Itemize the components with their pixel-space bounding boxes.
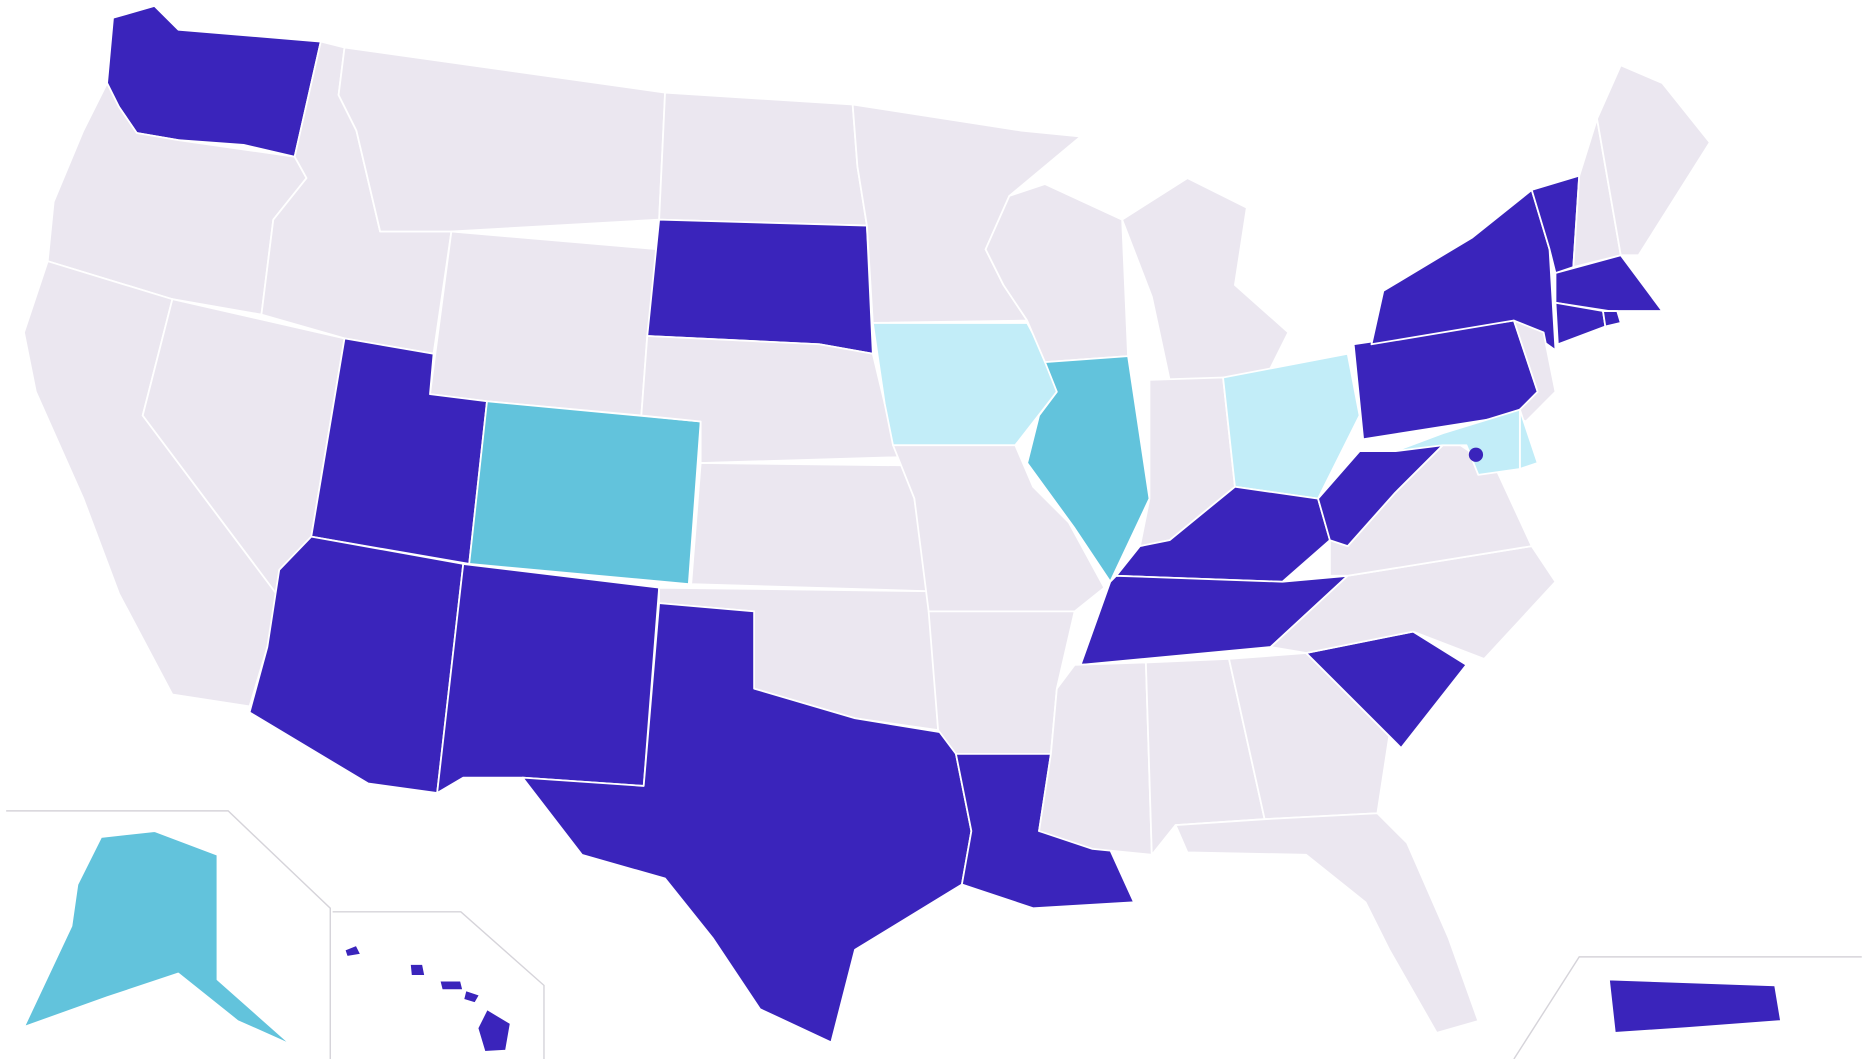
- region: [1121, 177, 1290, 381]
- regions: [23, 5, 1782, 1053]
- region: [646, 218, 874, 355]
- inset-border: [332, 911, 545, 1059]
- region: [1394, 408, 1521, 476]
- inset-border: [1513, 956, 1862, 1059]
- region: [337, 46, 666, 233]
- region: [690, 462, 930, 593]
- region: [1174, 812, 1480, 1034]
- region: [438, 979, 465, 992]
- region: [462, 989, 481, 1005]
- region: [468, 400, 702, 586]
- inset-border: [6, 810, 331, 1059]
- region: [248, 535, 465, 794]
- region: [343, 944, 363, 958]
- region: [1554, 254, 1664, 312]
- region: [1115, 485, 1331, 583]
- region: [1026, 355, 1151, 583]
- region: [1513, 319, 1557, 423]
- region: [871, 322, 1058, 447]
- district-dot: [1468, 447, 1484, 462]
- region: [1222, 352, 1361, 500]
- region: [892, 444, 1106, 613]
- region: [1038, 661, 1153, 856]
- region: [1228, 652, 1391, 821]
- region: [476, 1008, 512, 1053]
- region: [1608, 978, 1782, 1034]
- region: [23, 830, 292, 1046]
- region: [436, 563, 661, 794]
- region: [1602, 310, 1622, 328]
- region: [429, 230, 661, 417]
- region: [408, 963, 427, 977]
- region: [521, 602, 973, 1044]
- region: [658, 91, 868, 227]
